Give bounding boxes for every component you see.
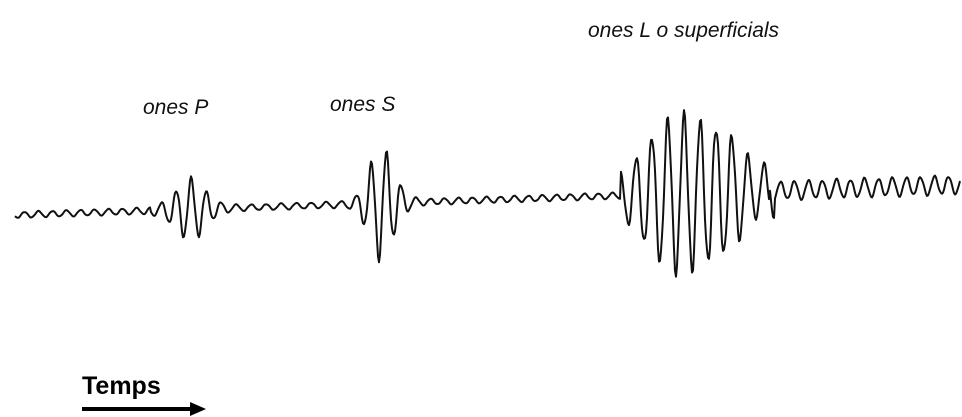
time-label: Temps (82, 372, 161, 400)
waveform (14, 109, 961, 278)
s-wave-label: ones S (330, 93, 395, 116)
l-wave-label: ones L o superficials (588, 19, 780, 42)
p-wave-label: ones P (143, 96, 208, 119)
time-arrow-head (190, 402, 206, 416)
